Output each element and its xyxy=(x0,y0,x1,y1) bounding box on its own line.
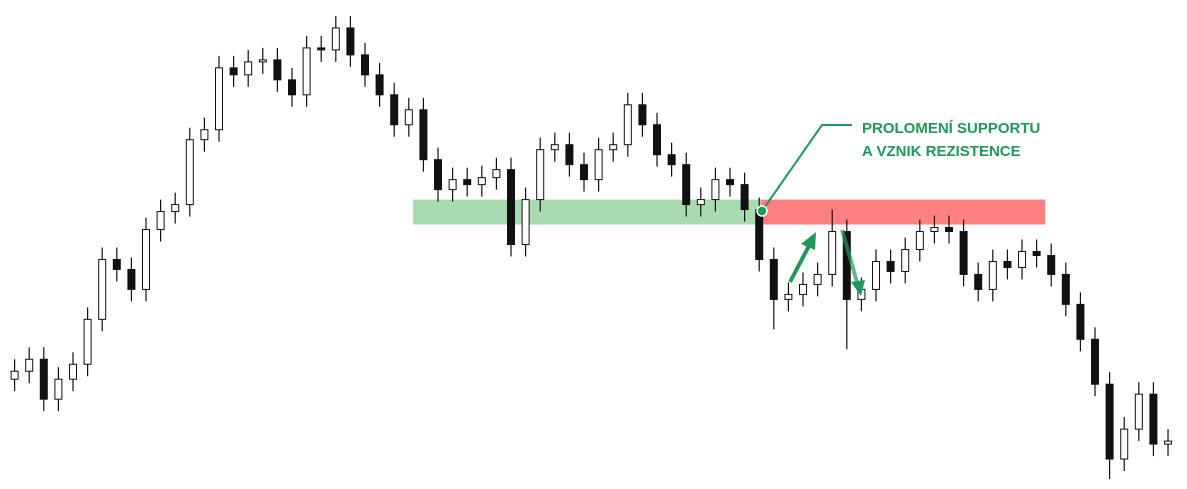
annotation-line: PROLOMENÍ SUPPORTU xyxy=(862,120,1040,137)
candle-body xyxy=(930,227,939,233)
candle-body xyxy=(740,184,749,211)
candle-body xyxy=(142,229,151,290)
candle-body xyxy=(638,104,647,126)
annotation-line: A VZNIK REZISTENCE xyxy=(862,143,1021,160)
candle-body xyxy=(901,248,910,272)
candle-body xyxy=(609,144,618,151)
candle-body xyxy=(317,47,326,51)
candle-body xyxy=(1018,250,1027,268)
candle-body xyxy=(799,283,808,295)
candle-body xyxy=(1076,303,1085,340)
candle-body xyxy=(1105,383,1114,460)
candle-body xyxy=(915,231,924,250)
arrow-up xyxy=(788,243,812,283)
candle-body xyxy=(127,268,136,290)
candle-body xyxy=(653,124,662,156)
candle-body xyxy=(565,144,574,166)
candle-body xyxy=(1003,260,1012,268)
annotation-group: PROLOMENÍ SUPPORTU A VZNIK REZISTENCE xyxy=(756,120,1040,296)
arrow-down xyxy=(840,229,859,283)
break-dot xyxy=(756,205,768,217)
candle-body xyxy=(112,258,121,270)
candle-body xyxy=(69,363,78,380)
candle-body xyxy=(477,177,486,186)
candle-body xyxy=(98,258,107,320)
candle-body xyxy=(492,169,501,179)
candle-body xyxy=(10,370,19,380)
zone xyxy=(760,199,1046,225)
arrowhead-down xyxy=(851,280,865,296)
candle-body xyxy=(594,149,603,181)
candle-body xyxy=(1134,393,1143,430)
candle-body xyxy=(945,227,954,233)
candle-body xyxy=(536,149,545,201)
candle-body xyxy=(1149,393,1158,445)
candle-body xyxy=(39,358,48,400)
candle-body xyxy=(419,109,428,161)
arrowhead-up xyxy=(801,232,816,250)
candle-body xyxy=(273,59,282,81)
candle-body xyxy=(974,273,983,290)
candle-body xyxy=(988,260,997,290)
candle-body xyxy=(769,258,778,300)
candle-body xyxy=(711,179,720,201)
candle-body xyxy=(872,260,881,290)
candle-body xyxy=(1091,338,1100,385)
candle-body xyxy=(361,54,370,76)
candle-body xyxy=(244,61,253,76)
candle-body xyxy=(696,199,705,206)
candle-body xyxy=(54,378,63,400)
candles xyxy=(10,15,1173,480)
candle-body xyxy=(258,59,267,63)
candle-body xyxy=(331,27,340,51)
candle-body xyxy=(1047,254,1056,275)
candle-body xyxy=(288,79,297,96)
candle-body xyxy=(667,154,676,166)
candle-body xyxy=(1032,250,1041,256)
candle-body xyxy=(886,260,895,272)
candle-body xyxy=(434,159,443,191)
candle-body xyxy=(448,179,457,191)
candle-body xyxy=(404,109,413,126)
candle-body xyxy=(83,318,92,365)
candle-body xyxy=(550,144,559,151)
candle-body xyxy=(171,204,180,213)
candle-body xyxy=(185,139,194,206)
candle-body xyxy=(507,169,516,245)
candle-body xyxy=(215,67,224,131)
candle-body xyxy=(580,164,589,181)
candle-body xyxy=(682,164,691,206)
zone xyxy=(413,199,761,225)
candle-body xyxy=(726,179,735,186)
candle-body xyxy=(784,293,793,300)
candle-body xyxy=(1164,440,1173,445)
candle-body xyxy=(521,199,530,246)
candle-body xyxy=(813,273,822,285)
candle-body xyxy=(200,129,209,141)
candle-body xyxy=(623,104,632,146)
candle-body xyxy=(346,27,355,56)
candle-body xyxy=(375,74,384,96)
candle-body xyxy=(755,209,764,260)
candle-body xyxy=(390,94,399,126)
candle-body xyxy=(25,358,34,372)
leader-line xyxy=(761,124,852,212)
candle-body xyxy=(229,67,238,76)
candle-body xyxy=(463,179,472,186)
candle-body xyxy=(1120,428,1129,460)
candle-body xyxy=(1061,273,1070,305)
candle-body xyxy=(828,231,837,275)
candle-body xyxy=(156,211,165,231)
candle-body xyxy=(959,231,968,275)
candle-body xyxy=(302,47,311,96)
